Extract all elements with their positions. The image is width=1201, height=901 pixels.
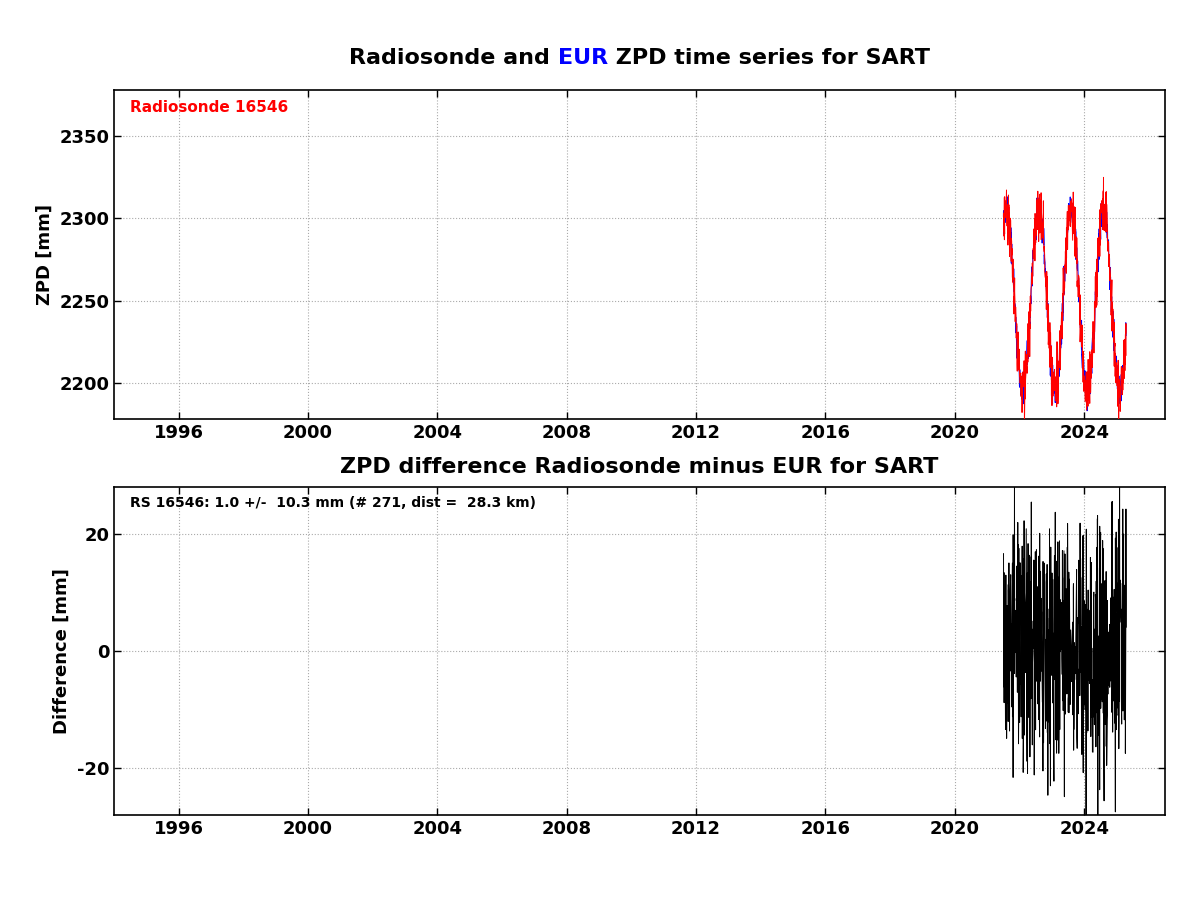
Title: ZPD difference Radiosonde minus EUR for SART: ZPD difference Radiosonde minus EUR for … (340, 457, 939, 477)
Y-axis label: ZPD [mm]: ZPD [mm] (36, 204, 54, 305)
Y-axis label: Difference [mm]: Difference [mm] (53, 568, 71, 734)
Text: Radiosonde 16546: Radiosonde 16546 (130, 100, 288, 115)
Text: EUR: EUR (557, 48, 608, 68)
Text: Radiosonde and: Radiosonde and (349, 48, 557, 68)
Text: Radiosonde and EUR ZPD time series for SART: Radiosonde and EUR ZPD time series for S… (349, 52, 930, 72)
Text: RS 16546: 1.0 +/-  10.3 mm (# 271, dist =  28.3 km): RS 16546: 1.0 +/- 10.3 mm (# 271, dist =… (130, 496, 536, 510)
Text: ZPD time series for SART: ZPD time series for SART (608, 48, 930, 68)
